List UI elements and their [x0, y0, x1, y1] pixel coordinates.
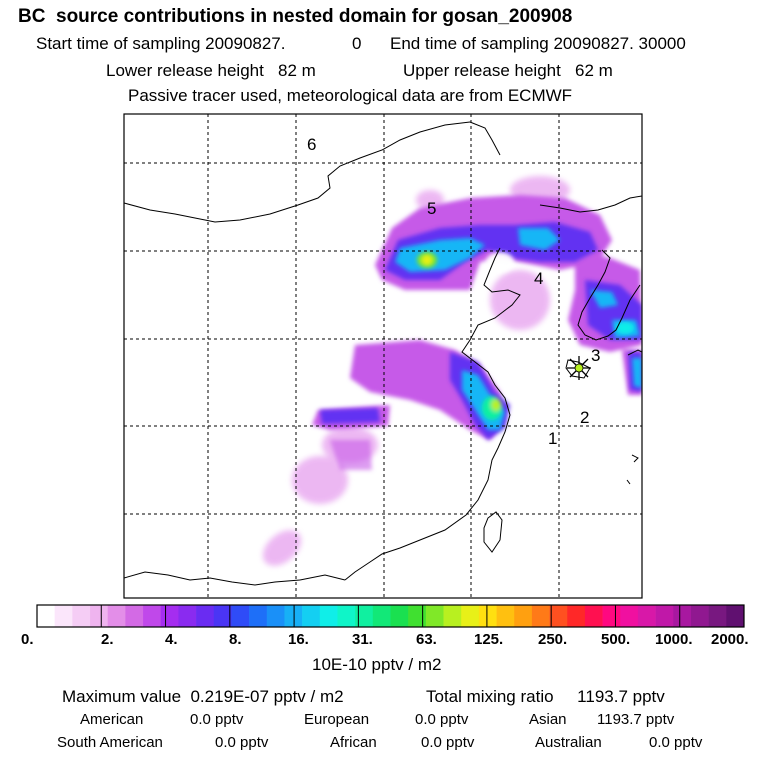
european-value: 0.0 pptv [415, 711, 469, 728]
tracer-note: Passive tracer used, meteorological data… [128, 86, 573, 105]
asian-value: 1193.7 pptv [597, 711, 675, 728]
colorbar-swatch [337, 605, 356, 627]
colorbar-swatch [461, 605, 480, 627]
colorbar-swatch [496, 605, 515, 627]
colorbar-swatch [390, 605, 409, 627]
region-label-5: 5 [427, 199, 436, 218]
european-label: European [304, 711, 370, 728]
colorbar-tick-5: 31. [352, 631, 373, 648]
colorbar-tick-6: 63. [416, 631, 437, 648]
sampling-start-hour: 0 [352, 34, 362, 53]
colorbar-swatch [673, 605, 692, 627]
coastline-lines [124, 121, 642, 586]
american-label: American [80, 711, 144, 728]
australian-value: 0.0 pptv [649, 734, 703, 751]
colorbar-unit: 10E-10 pptv / m2 [312, 655, 442, 674]
colorbar-swatch [584, 605, 603, 627]
colorbar-swatch [266, 605, 285, 627]
colorbar-swatch [284, 605, 303, 627]
region-label-2: 2 [580, 408, 589, 427]
grid-lines [124, 114, 642, 598]
colorbar-tick-11: 2000. [711, 631, 749, 648]
star-icon [567, 356, 591, 380]
colorbar-tick-9: 500. [601, 631, 631, 648]
lower-release-height: Lower release height 82 m [106, 61, 316, 80]
colorbar-tick-4: 16. [288, 631, 309, 648]
colorbar-swatch [567, 605, 586, 627]
colorbar-swatch [319, 605, 338, 627]
total-mixing-ratio: Total mixing ratio 1193.7 pptv [426, 687, 665, 706]
colorbar-swatch [602, 605, 621, 627]
colorbar-swatch [531, 605, 550, 627]
colorbar-tick-2: 4. [165, 631, 178, 648]
colorbar-swatch [637, 605, 656, 627]
colorbar-tick-0: 0. [21, 631, 34, 648]
colorbar-swatch [408, 605, 427, 627]
colorbar-swatch [355, 605, 374, 627]
colorbar-swatch [72, 605, 91, 627]
region-label-1: 1 [548, 429, 557, 448]
colorbar-swatch [54, 605, 73, 627]
colorbar-swatch [655, 605, 674, 627]
colorbar-swatch [478, 605, 497, 627]
region-label-3: 3 [591, 346, 600, 365]
colorbar-swatch [178, 605, 197, 627]
region-label-4: 4 [534, 269, 543, 288]
australian-label: Australian [535, 734, 602, 751]
colorbar-swatch [125, 605, 144, 627]
colorbar-swatch [107, 605, 126, 627]
american-value: 0.0 pptv [190, 711, 244, 728]
colorbar [37, 605, 745, 627]
maximum-value: Maximum value 0.219E-07 pptv / m2 [62, 687, 344, 706]
colorbar-swatch [213, 605, 232, 627]
colorbar-tick-10: 1000. [655, 631, 693, 648]
map-frame [123, 113, 643, 599]
colorbar-tick-8: 250. [538, 631, 568, 648]
south-american-label: South American [57, 734, 163, 751]
colorbar-swatch [302, 605, 321, 627]
colorbar-swatch [90, 605, 109, 627]
sampling-start: Start time of sampling 20090827. [36, 34, 286, 53]
colorbar-swatch [425, 605, 444, 627]
sampling-end: End time of sampling 20090827. 30000 [390, 34, 686, 53]
african-value: 0.0 pptv [421, 734, 475, 751]
colorbar-swatch [160, 605, 179, 627]
colorbar-swatch [37, 605, 55, 627]
upper-release-height: Upper release height 62 m [403, 61, 613, 80]
region-label-6: 6 [307, 135, 316, 154]
colorbar-swatch [249, 605, 268, 627]
colorbar-swatch [443, 605, 462, 627]
asian-label: Asian [529, 711, 567, 728]
colorbar-swatch [143, 605, 162, 627]
south-american-value: 0.0 pptv [215, 734, 269, 751]
colorbar-swatch [708, 605, 727, 627]
concentration-field [262, 176, 642, 566]
colorbar-tick-7: 125. [474, 631, 504, 648]
colorbar-swatch [726, 605, 745, 627]
plot-title: BC source contributions in nested domain… [18, 6, 573, 27]
colorbar-swatch [231, 605, 250, 627]
colorbar-swatch [514, 605, 533, 627]
colorbar-tick-3: 8. [229, 631, 242, 648]
african-label: African [330, 734, 377, 751]
colorbar-swatch [196, 605, 215, 627]
colorbar-swatch [620, 605, 639, 627]
colorbar-frame [36, 604, 745, 628]
colorbar-swatch [549, 605, 568, 627]
colorbar-swatch [372, 605, 391, 627]
colorbar-swatch [690, 605, 709, 627]
colorbar-tick-1: 2. [101, 631, 114, 648]
